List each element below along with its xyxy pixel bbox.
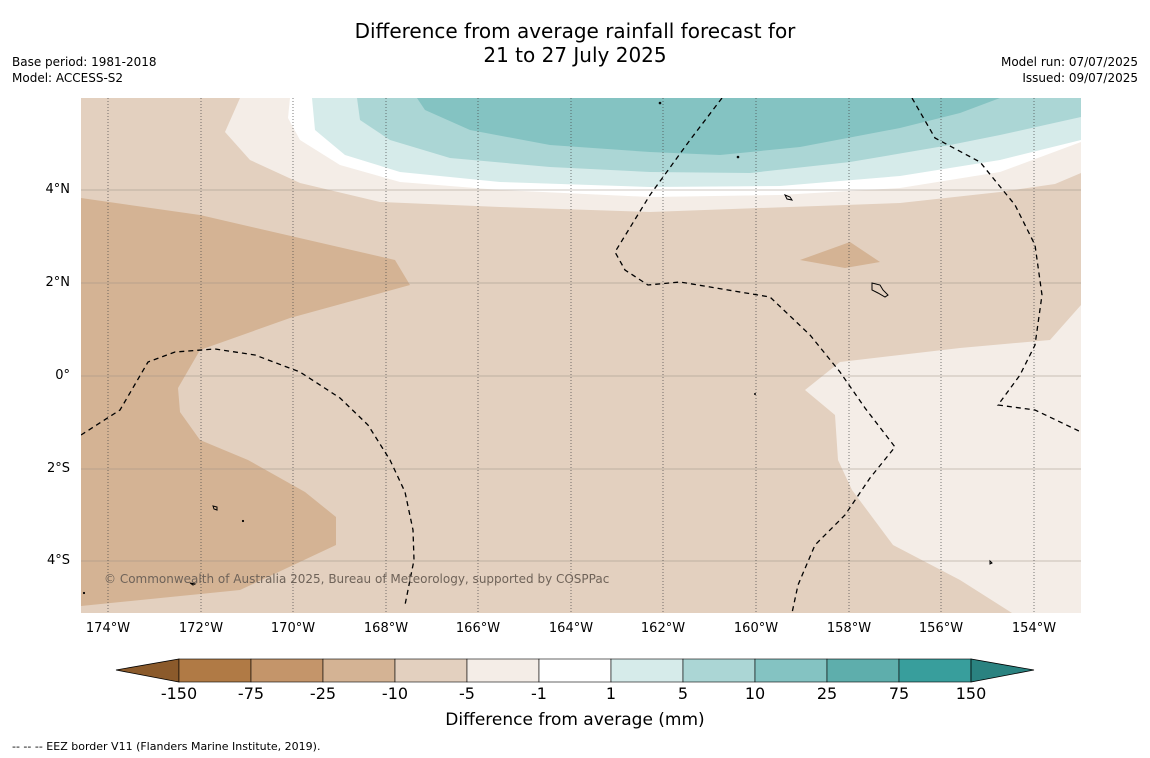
eez-borders	[81, 98, 1081, 613]
colorbar-label: -5	[459, 684, 475, 703]
islands	[82, 101, 993, 595]
colorbar	[115, 658, 1035, 683]
lon-tick-160w: 160°W	[733, 621, 779, 636]
colorbar-label: 25	[816, 684, 838, 703]
lon-tick-156w: 156°W	[918, 621, 964, 636]
meta-right: Model run: 07/07/2025 Issued: 09/07/2025	[1001, 54, 1138, 86]
model-run-text: Model run: 07/07/2025	[1000, 55, 1138, 69]
anomaly-region-dry-patch	[800, 242, 880, 268]
colorbar-swatch	[178, 658, 252, 683]
colorbar-label: 1	[605, 684, 617, 703]
anomaly-region-dry-west	[81, 198, 410, 606]
colorbar-over-arrow	[970, 658, 1035, 683]
lon-tick-166w: 166°W	[455, 621, 501, 636]
lon-tick-164w: 164°W	[548, 621, 594, 636]
meta-left: Base period: 1981-2018 Model: ACCESS-S2	[12, 54, 157, 86]
colorbar-label: -75	[237, 684, 265, 703]
issued-text: Issued: 09/07/2025	[1022, 71, 1138, 85]
colorbar-swatch	[826, 658, 900, 683]
colorbar-swatch	[898, 658, 972, 683]
base-period-text: Base period: 1981-2018	[12, 55, 157, 69]
colorbar-title: Difference from average (mm)	[445, 710, 705, 730]
lat-tick-2s: 2°S	[46, 461, 70, 476]
colorbar-swatch	[682, 658, 756, 683]
colorbar-under-arrow	[115, 658, 180, 683]
colorbar-swatch	[610, 658, 684, 683]
lat-tick-2n: 2°N	[45, 275, 71, 290]
lat-tick-4n: 4°N	[45, 182, 71, 197]
colorbar-swatch	[538, 658, 612, 683]
title-line-1: Difference from average rainfall forecas…	[354, 19, 796, 43]
anomaly-region-near-normal-east	[805, 305, 1081, 613]
model-text: Model: ACCESS-S2	[12, 71, 124, 85]
rainfall-map	[81, 98, 1081, 613]
lon-tick-172w: 172°W	[178, 621, 224, 636]
colorbar-label: 150	[955, 684, 987, 703]
colorbar-label: -25	[309, 684, 337, 703]
colorbar-label: 5	[677, 684, 689, 703]
colorbar-label: -1	[531, 684, 547, 703]
lat-tick-4s: 4°S	[46, 553, 70, 568]
lon-tick-158w: 158°W	[826, 621, 872, 636]
colorbar-swatch	[250, 658, 324, 683]
anomaly-region-wet-strong	[417, 98, 1000, 155]
lat-tick-0: 0°	[55, 368, 70, 383]
colorbar-swatch	[394, 658, 468, 683]
copyright-notice: © Commonwealth of Australia 2025, Bureau…	[104, 572, 610, 586]
colorbar-label: -10	[381, 684, 409, 703]
eez-footnote: -- -- -- EEZ border V11 (Flanders Marine…	[12, 740, 321, 753]
latitude-gridlines	[81, 189, 1081, 562]
lon-tick-174w: 174°W	[85, 621, 131, 636]
longitude-gridlines	[107, 98, 1035, 613]
colorbar-label: -150	[160, 684, 198, 703]
colorbar-swatch	[322, 658, 396, 683]
colorbar-label: 10	[744, 684, 766, 703]
title-line-2: 21 to 27 July 2025	[483, 43, 667, 67]
colorbar-label: 75	[888, 684, 910, 703]
lon-tick-154w: 154°W	[1011, 621, 1057, 636]
lon-tick-170w: 170°W	[270, 621, 316, 636]
colorbar-swatch	[754, 658, 828, 683]
colorbar-swatch	[466, 658, 540, 683]
lon-tick-168w: 168°W	[363, 621, 409, 636]
lon-tick-162w: 162°W	[640, 621, 686, 636]
